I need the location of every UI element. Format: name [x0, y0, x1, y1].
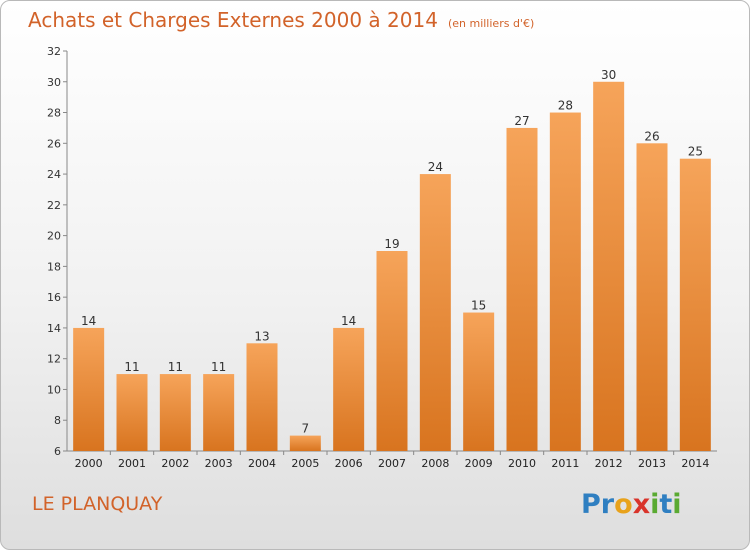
data-label: 28 [558, 99, 573, 113]
y-tick-label: 10 [47, 383, 61, 396]
data-label: 11 [168, 360, 183, 374]
logo-letter: o [614, 489, 633, 520]
y-tick-label: 8 [54, 414, 61, 427]
bar [593, 81, 625, 452]
data-label: 7 [302, 422, 310, 436]
x-tick-label: 2000 [75, 457, 103, 470]
chart-unit: (en milliers d'€) [447, 17, 535, 30]
x-tick-label: 2009 [465, 457, 493, 470]
x-tick-label: 2010 [508, 457, 536, 470]
y-tick-label: 26 [47, 137, 61, 150]
bar [116, 374, 148, 451]
bar [289, 435, 321, 451]
x-tick-label: 2012 [595, 457, 623, 470]
data-label: 26 [644, 129, 659, 143]
logo-letter: t [659, 489, 673, 520]
data-label: 11 [124, 360, 139, 374]
x-tick-label: 2005 [291, 457, 319, 470]
y-tick-label: 24 [47, 168, 61, 181]
bar [679, 158, 711, 451]
x-tick-label: 2008 [421, 457, 449, 470]
bar [463, 312, 495, 451]
logo-letter: r [600, 489, 615, 520]
data-label: 25 [688, 145, 703, 159]
y-tick-label: 14 [47, 322, 61, 335]
y-tick-label: 6 [54, 445, 61, 458]
data-label: 11 [211, 360, 226, 374]
data-label: 24 [428, 160, 443, 174]
data-label: 13 [254, 329, 269, 343]
y-tick-label: 22 [47, 199, 61, 212]
bar [246, 343, 278, 451]
y-tick-label: 16 [47, 291, 61, 304]
bar [333, 327, 365, 451]
bar [376, 251, 408, 451]
logo-letter: i [650, 489, 660, 520]
y-tick-label: 32 [47, 45, 61, 58]
y-tick-label: 20 [47, 230, 61, 243]
x-tick-label: 2013 [638, 457, 666, 470]
x-tick-label: 2001 [118, 457, 146, 470]
data-label: 14 [81, 314, 96, 328]
x-tick-label: 2014 [681, 457, 709, 470]
bar [159, 374, 191, 451]
bar [73, 327, 105, 451]
x-tick-label: 2004 [248, 457, 276, 470]
proxiti-logo: Proxiti [581, 489, 682, 520]
x-tick-label: 2003 [205, 457, 233, 470]
bar [203, 374, 235, 451]
y-tick-label: 30 [47, 76, 61, 89]
data-label: 15 [471, 299, 486, 313]
y-tick-label: 18 [47, 260, 61, 273]
data-label: 14 [341, 314, 356, 328]
x-tick-label: 2007 [378, 457, 406, 470]
x-tick-label: 2006 [335, 457, 363, 470]
data-label: 19 [384, 237, 399, 251]
x-tick-label: 2002 [161, 457, 189, 470]
data-label: 27 [514, 114, 529, 128]
commune-name: LE PLANQUAY [32, 493, 163, 515]
bar [636, 143, 668, 452]
y-tick-label: 12 [47, 353, 61, 366]
x-axis: 2000 2001 2002 2003 2004 2005 2006 2007 2008 2009… [67, 450, 717, 470]
x-tick-label: 2011 [551, 457, 579, 470]
y-axis: 6 8 10 12 14 16 18 20 22 24 26 28 30 32 [47, 45, 68, 458]
bar [549, 112, 581, 452]
chart-title-text: Achats et Charges Externes 2000 à 2014 [28, 8, 438, 32]
chart-title: Achats et Charges Externes 2000 à 2014 (e… [28, 8, 534, 32]
data-labels: 14 11 11 11 13 7 14 19 24 15 27 28 30 26 25 [81, 68, 703, 436]
bar [506, 127, 538, 451]
bars [73, 81, 711, 452]
logo-letter: x [632, 489, 651, 520]
logo-letter: P [581, 489, 601, 520]
bar [419, 174, 451, 452]
data-label: 30 [601, 68, 616, 82]
y-tick-label: 28 [47, 107, 61, 120]
logo-letter: i [672, 489, 682, 520]
